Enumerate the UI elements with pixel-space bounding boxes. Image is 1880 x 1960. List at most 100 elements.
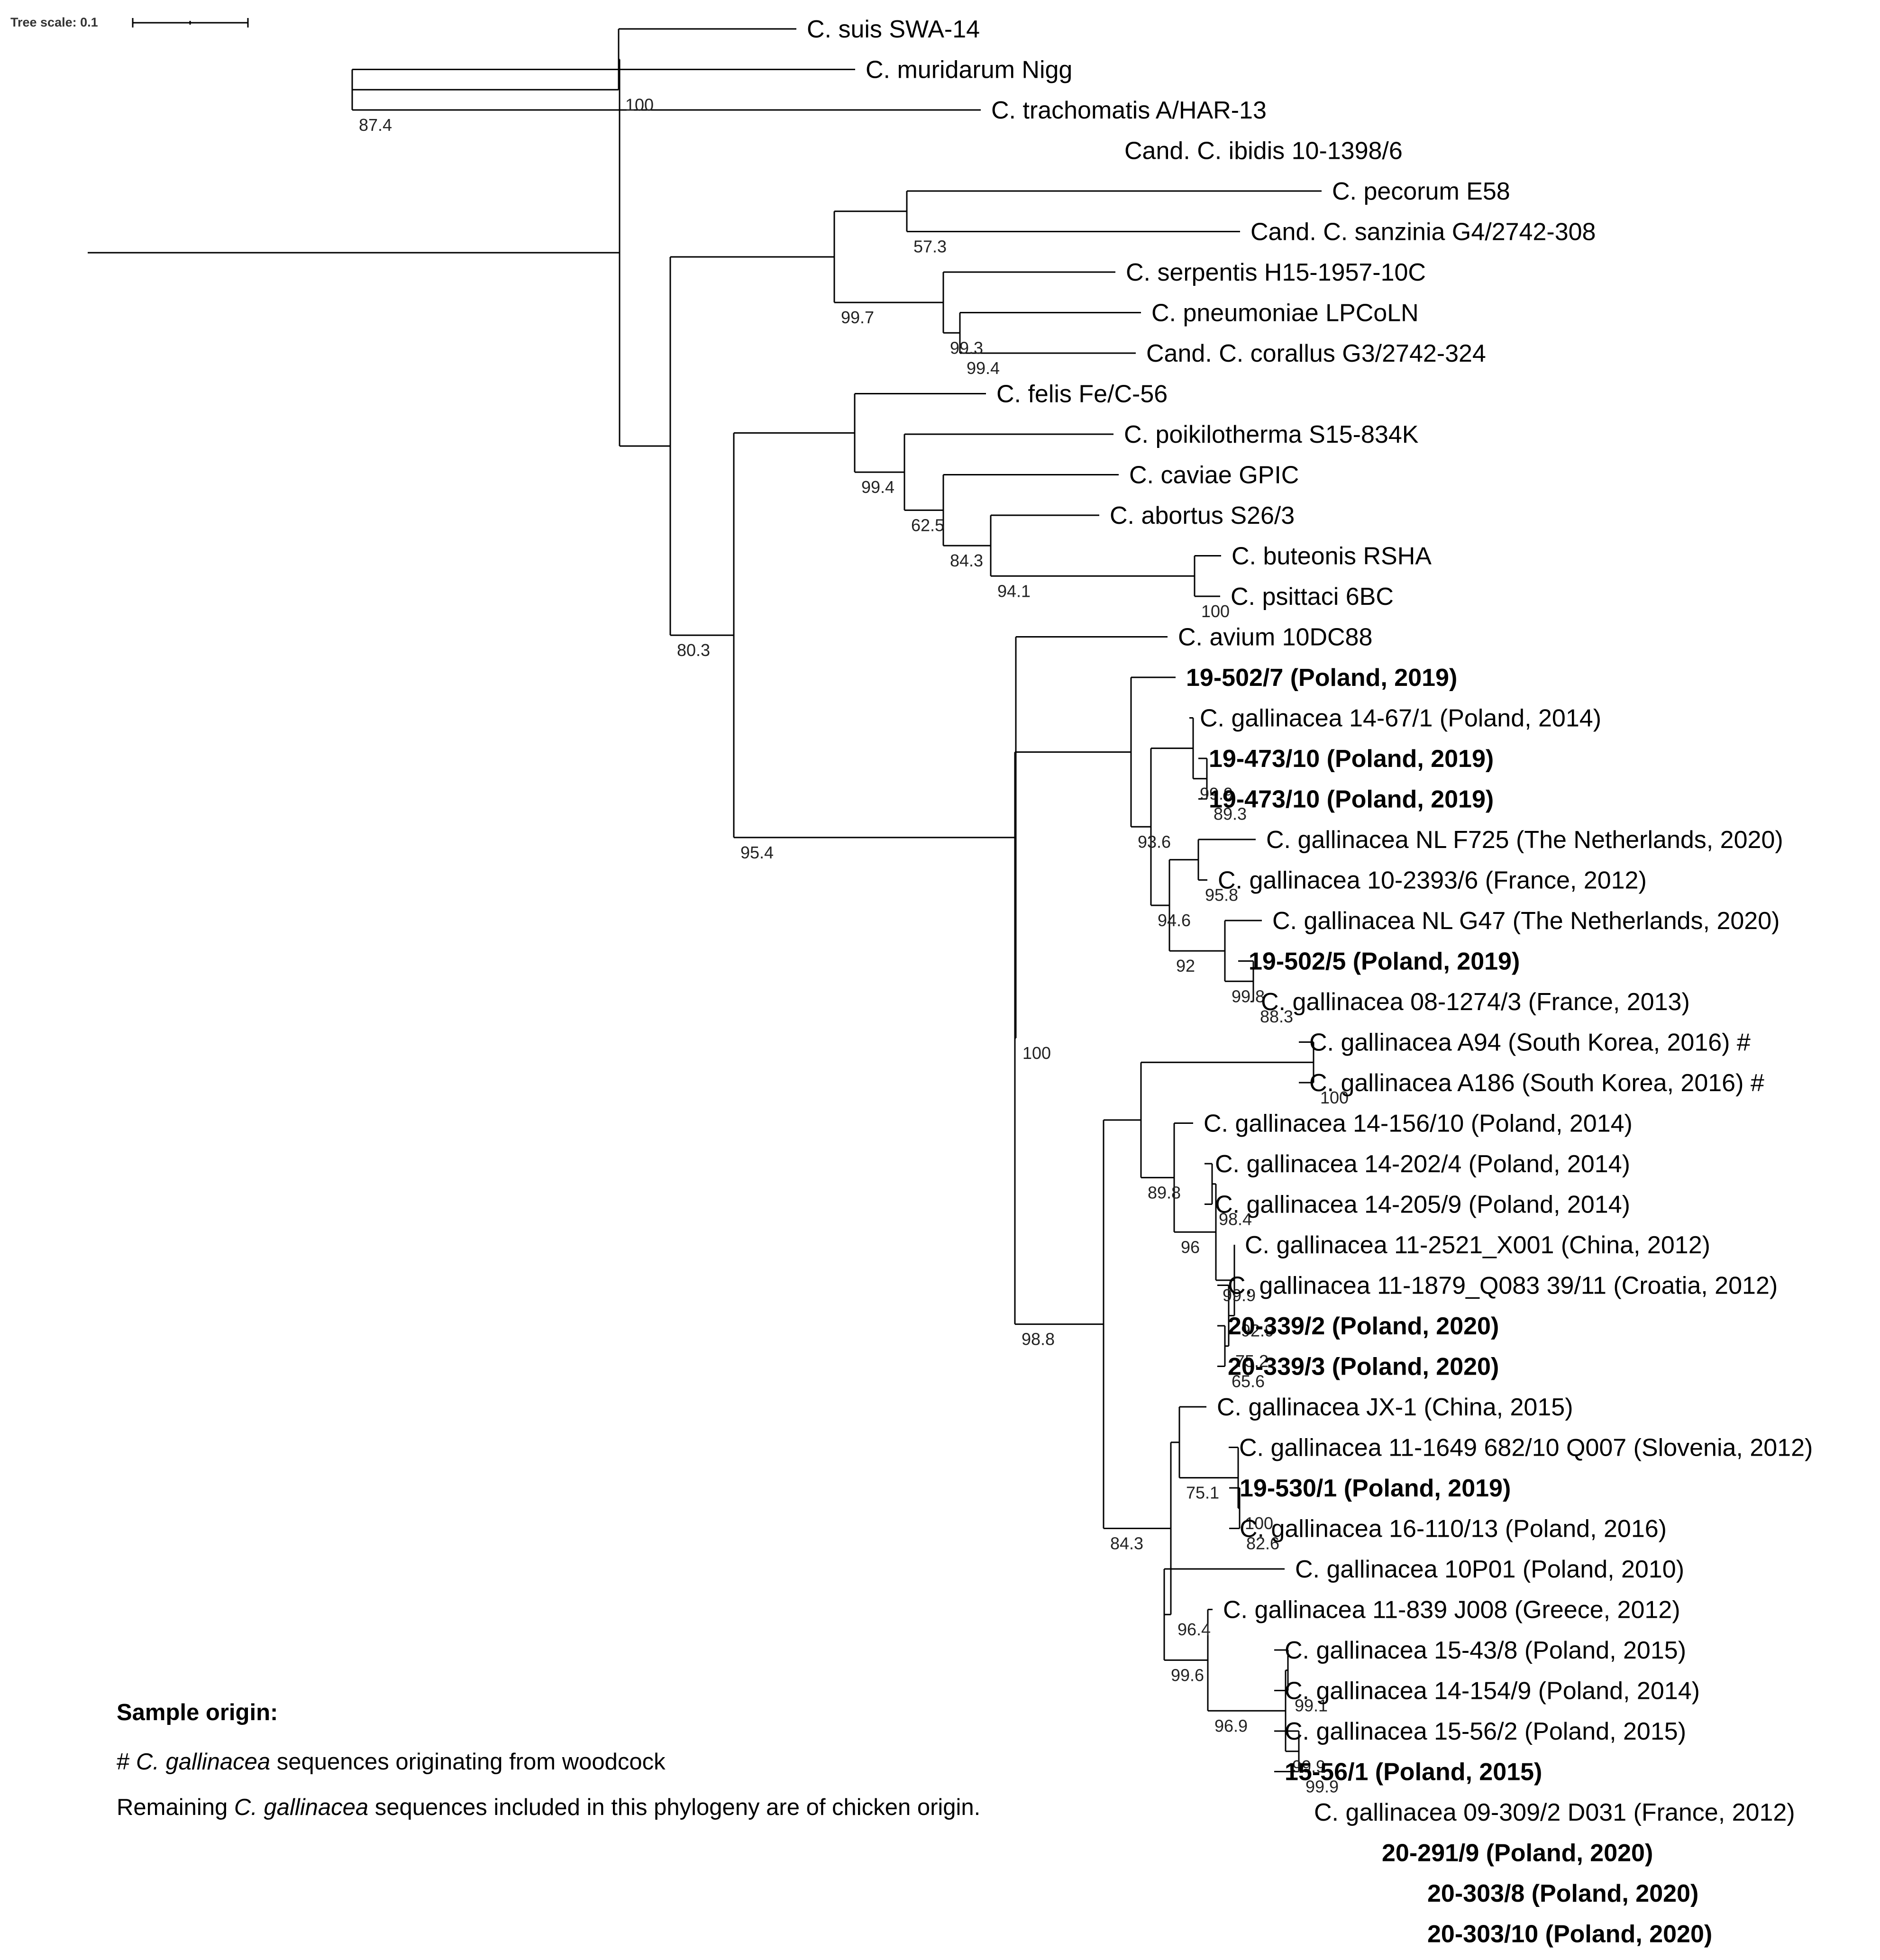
bootstrap-value: 65.6	[1232, 1372, 1265, 1391]
bootstrap-value: 62.5	[911, 515, 944, 535]
tip-label: C. gallinacea 10P01 (Poland, 2010)	[1295, 1556, 1684, 1583]
tip-label: C. gallinacea 09-309/2 D031 (France, 201…	[1314, 1799, 1795, 1826]
bootstrap-value: 94.1	[997, 581, 1031, 601]
tip-label: C. gallinacea 11-2521_X001 (China, 2012)	[1245, 1231, 1710, 1259]
bootstrap-value: 96.4	[1177, 1620, 1211, 1639]
bootstrap-value: 100	[1022, 1043, 1051, 1063]
bootstrap-value: 99.7	[841, 308, 874, 327]
legend-line-woodcock: # C. gallinacea sequences originating fr…	[117, 1749, 980, 1775]
bootstrap-value: 93.6	[1138, 832, 1171, 851]
tip-label: 20-339/2 (Poland, 2020)	[1228, 1313, 1499, 1340]
tip-label: C. gallinacea 10-2393/6 (France, 2012)	[1218, 867, 1647, 894]
tip-label: 19-530/1 (Poland, 2019)	[1240, 1475, 1511, 1502]
tip-label: C. pecorum E58	[1332, 178, 1510, 205]
tip-label: C. felis Fe/C-56	[996, 381, 1168, 408]
legend-species: C. gallinacea	[136, 1749, 271, 1775]
bootstrap-value: 75.2	[1235, 1351, 1269, 1371]
bootstrap-value: 75.1	[1186, 1483, 1219, 1503]
bootstrap-value: 89.3	[1214, 804, 1247, 824]
tip-label: C. gallinacea NL F725 (The Netherlands, …	[1266, 826, 1783, 854]
bootstrap-value: 84.3	[1110, 1534, 1143, 1553]
tip-label: C. gallinacea 11-1879_Q083 39/11 (Croati…	[1228, 1272, 1778, 1300]
tip-label: C. psittaci 6BC	[1231, 583, 1394, 611]
bootstrap-value: 84.3	[950, 551, 983, 570]
tip-label: C. pneumoniae LPCoLN	[1151, 300, 1419, 327]
tip-label: C. gallinacea 08-1274/3 (France, 2013)	[1261, 988, 1690, 1016]
tip-label: 19-502/7 (Poland, 2019)	[1186, 664, 1457, 692]
bootstrap-value: 82.6	[1246, 1534, 1279, 1553]
legend-line-chicken: Remaining C. gallinacea sequences includ…	[117, 1794, 980, 1821]
tip-label: C. gallinacea 16-110/13 (Poland, 2016)	[1240, 1515, 1667, 1543]
bootstrap-value: 99.9	[1305, 1777, 1339, 1796]
bootstrap-value: 57.3	[913, 237, 947, 256]
bootstrap-value: 99.1	[1295, 1696, 1328, 1715]
tip-label: 19-502/5 (Poland, 2019)	[1249, 948, 1520, 975]
legend-species: C. gallinacea	[234, 1795, 369, 1820]
tip-label: C. gallinacea 14-202/4 (Poland, 2014)	[1215, 1150, 1630, 1178]
tip-label: Cand. C. corallus G3/2742-324	[1146, 340, 1486, 367]
legend-text: sequences included in this phylogeny are…	[368, 1795, 981, 1820]
tree-branches	[88, 28, 1322, 1772]
tip-label: C. buteonis RSHA	[1232, 543, 1432, 570]
tip-label: C. abortus S26/3	[1110, 502, 1295, 529]
legend-prefix: #	[117, 1749, 136, 1775]
tip-label: 19-473/10 (Poland, 2019)	[1209, 786, 1494, 813]
bootstrap-value: 99.9	[1223, 1285, 1256, 1305]
tip-label: 20-303/10 (Poland, 2020)	[1427, 1921, 1712, 1948]
bootstrap-value: 80.3	[677, 640, 710, 660]
bootstrap-value: 95.4	[740, 843, 774, 862]
tip-label: C. gallinacea 11-839 J008 (Greece, 2012)	[1223, 1596, 1680, 1624]
tip-label: C. gallinacea NL G47 (The Netherlands, 2…	[1272, 907, 1780, 935]
sample-origin-legend: Sample origin: # C. gallinacea sequences…	[117, 1699, 980, 1840]
tip-label: C. poikilotherma S15-834K	[1124, 421, 1419, 448]
tip-label: C. gallinacea 14-154/9 (Poland, 2014)	[1285, 1677, 1700, 1705]
tip-label: Cand. C. sanzinia G4/2742-308	[1250, 219, 1596, 246]
legend-title: Sample origin:	[117, 1700, 278, 1725]
bootstrap-value: 99.9	[1200, 784, 1233, 803]
bootstrap-value: 100	[1245, 1513, 1273, 1533]
bootstrap-value: 94.6	[1158, 911, 1191, 930]
tip-label: C. gallinacea 14-67/1 (Poland, 2014)	[1200, 705, 1601, 732]
tip-label: 20-303/8 (Poland, 2020)	[1427, 1880, 1698, 1907]
bootstrap-value: 100	[1201, 602, 1230, 621]
tip-label: C. gallinacea 15-56/2 (Poland, 2015)	[1285, 1718, 1686, 1745]
legend-prefix: Remaining	[117, 1795, 234, 1820]
tip-label: C. avium 10DC88	[1178, 624, 1372, 651]
bootstrap-value: 100	[1320, 1088, 1349, 1107]
tip-label: C. gallinacea A186 (South Korea, 2016) #	[1309, 1069, 1764, 1097]
tip-label: 15-56/1 (Poland, 2015)	[1285, 1759, 1542, 1786]
bootstrap-value: 99.6	[1171, 1665, 1204, 1685]
bootstrap-value: 98.4	[1219, 1210, 1252, 1229]
bootstrap-value: 99.4	[861, 477, 894, 497]
bootstrap-value: 99.3	[950, 338, 983, 357]
bootstrap-value: 100	[625, 95, 654, 114]
tip-label: 19-473/10 (Poland, 2019)	[1209, 745, 1494, 773]
bootstrap-value: 99.9	[1292, 1757, 1325, 1776]
tree-scale: Tree scale: 0.1	[10, 15, 249, 29]
bootstrap-value: 99.4	[967, 358, 1000, 378]
bootstrap-value: 95.8	[1205, 885, 1238, 905]
tip-label: C. serpentis H15-1957-10C	[1126, 259, 1426, 286]
bootstrap-value: 92.9	[1241, 1321, 1274, 1340]
tip-label: C. gallinacea A94 (South Korea, 2016) #	[1309, 1029, 1751, 1057]
tip-labels: C. suis SWA-14 C. muridarum Nigg C. tracho…	[807, 16, 1813, 1948]
bootstrap-value: 98.8	[1022, 1330, 1055, 1349]
tip-label: C. muridarum Nigg	[866, 56, 1072, 84]
bootstrap-value: 96.9	[1214, 1716, 1248, 1735]
tip-label: C. gallinacea JX-1 (China, 2015)	[1217, 1394, 1573, 1421]
legend-text: sequences originating from woodcock	[270, 1749, 666, 1775]
bootstrap-value: 89.8	[1148, 1183, 1181, 1202]
bootstrap-value: 87.4	[359, 115, 392, 135]
tip-label: C. gallinacea 11-1649 682/10 Q007 (Slove…	[1239, 1434, 1813, 1462]
bootstrap-value: 88.3	[1260, 1007, 1293, 1026]
bootstrap-support-values: 87.410057.399.499.399.710094.184.362.599…	[359, 95, 1349, 1796]
tip-label: 20-291/9 (Poland, 2020)	[1382, 1840, 1653, 1867]
tip-label: C. trachomatis A/HAR-13	[991, 97, 1267, 124]
tip-label: C. gallinacea 14-156/10 (Poland, 2014)	[1204, 1110, 1633, 1138]
bootstrap-value: 92	[1176, 956, 1195, 975]
tip-label: C. suis SWA-14	[807, 16, 980, 43]
tip-label: C. gallinacea 14-205/9 (Poland, 2014)	[1215, 1191, 1630, 1219]
bootstrap-value: 99.8	[1232, 986, 1265, 1006]
tip-label: C. gallinacea 15-43/8 (Poland, 2015)	[1285, 1637, 1686, 1664]
